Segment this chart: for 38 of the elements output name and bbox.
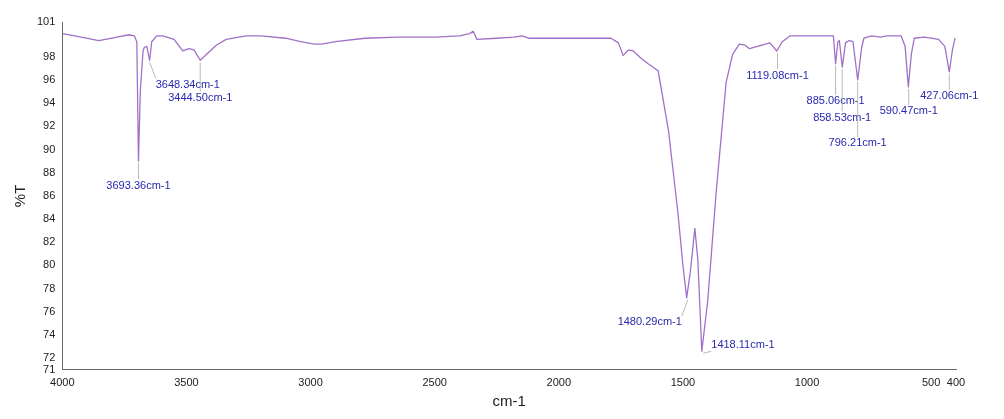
y-tick-label: 94 bbox=[43, 96, 56, 109]
annotation: 3444.50cm-1 bbox=[168, 90, 233, 103]
x-tick-label: 4000 bbox=[50, 376, 75, 389]
y-tick-label: 86 bbox=[43, 188, 56, 201]
y-tick-label: 92 bbox=[43, 119, 56, 132]
y-tick-label: 84 bbox=[43, 212, 56, 225]
y-tick-label: 98 bbox=[43, 49, 56, 62]
x-axis-title: cm-1 bbox=[492, 392, 526, 410]
y-tick-label: 74 bbox=[43, 328, 56, 341]
annotation: 1418.11cm-1 bbox=[711, 337, 775, 350]
x-tick-label: 1000 bbox=[794, 376, 820, 389]
annotation: 1480.29cm-1 bbox=[617, 315, 682, 328]
y-tick-label: 80 bbox=[43, 258, 56, 271]
annotation: 3648.34cm-1 bbox=[155, 77, 220, 90]
y-tick-label: 72 bbox=[43, 351, 56, 364]
x-tick-label: 2500 bbox=[422, 376, 447, 389]
y-tick-label: 82 bbox=[43, 235, 56, 248]
x-tick-label: 500 bbox=[922, 376, 941, 389]
annotation: 427.06cm-1 bbox=[920, 89, 979, 102]
y-tick-label: 96 bbox=[43, 73, 56, 85]
x-tick-label: 1500 bbox=[670, 376, 696, 389]
x-tick-label: 3000 bbox=[298, 376, 323, 389]
y-tick-label: 101 bbox=[36, 15, 56, 28]
y-tick-label: 90 bbox=[43, 142, 56, 155]
annotation: 590.47cm-1 bbox=[879, 104, 938, 117]
y-tick-label: 71 bbox=[43, 362, 56, 375]
x-tick-label: 400 bbox=[946, 376, 966, 389]
annotation: 858.53cm-1 bbox=[813, 110, 872, 123]
annotation: 885.06cm-1 bbox=[806, 94, 865, 107]
y-tick-label: 88 bbox=[43, 165, 56, 178]
annotation: 1119.08cm-1 bbox=[746, 68, 809, 81]
y-tick-label: 78 bbox=[43, 281, 56, 294]
y-axis-title: %T bbox=[11, 184, 29, 208]
annotation: 3693.36cm-1 bbox=[106, 178, 171, 191]
y-tick-label: 76 bbox=[43, 304, 56, 317]
x-tick-label: 2000 bbox=[546, 376, 572, 389]
x-tick-label: 3500 bbox=[174, 376, 199, 389]
annotation: 796.21cm-1 bbox=[828, 136, 887, 149]
